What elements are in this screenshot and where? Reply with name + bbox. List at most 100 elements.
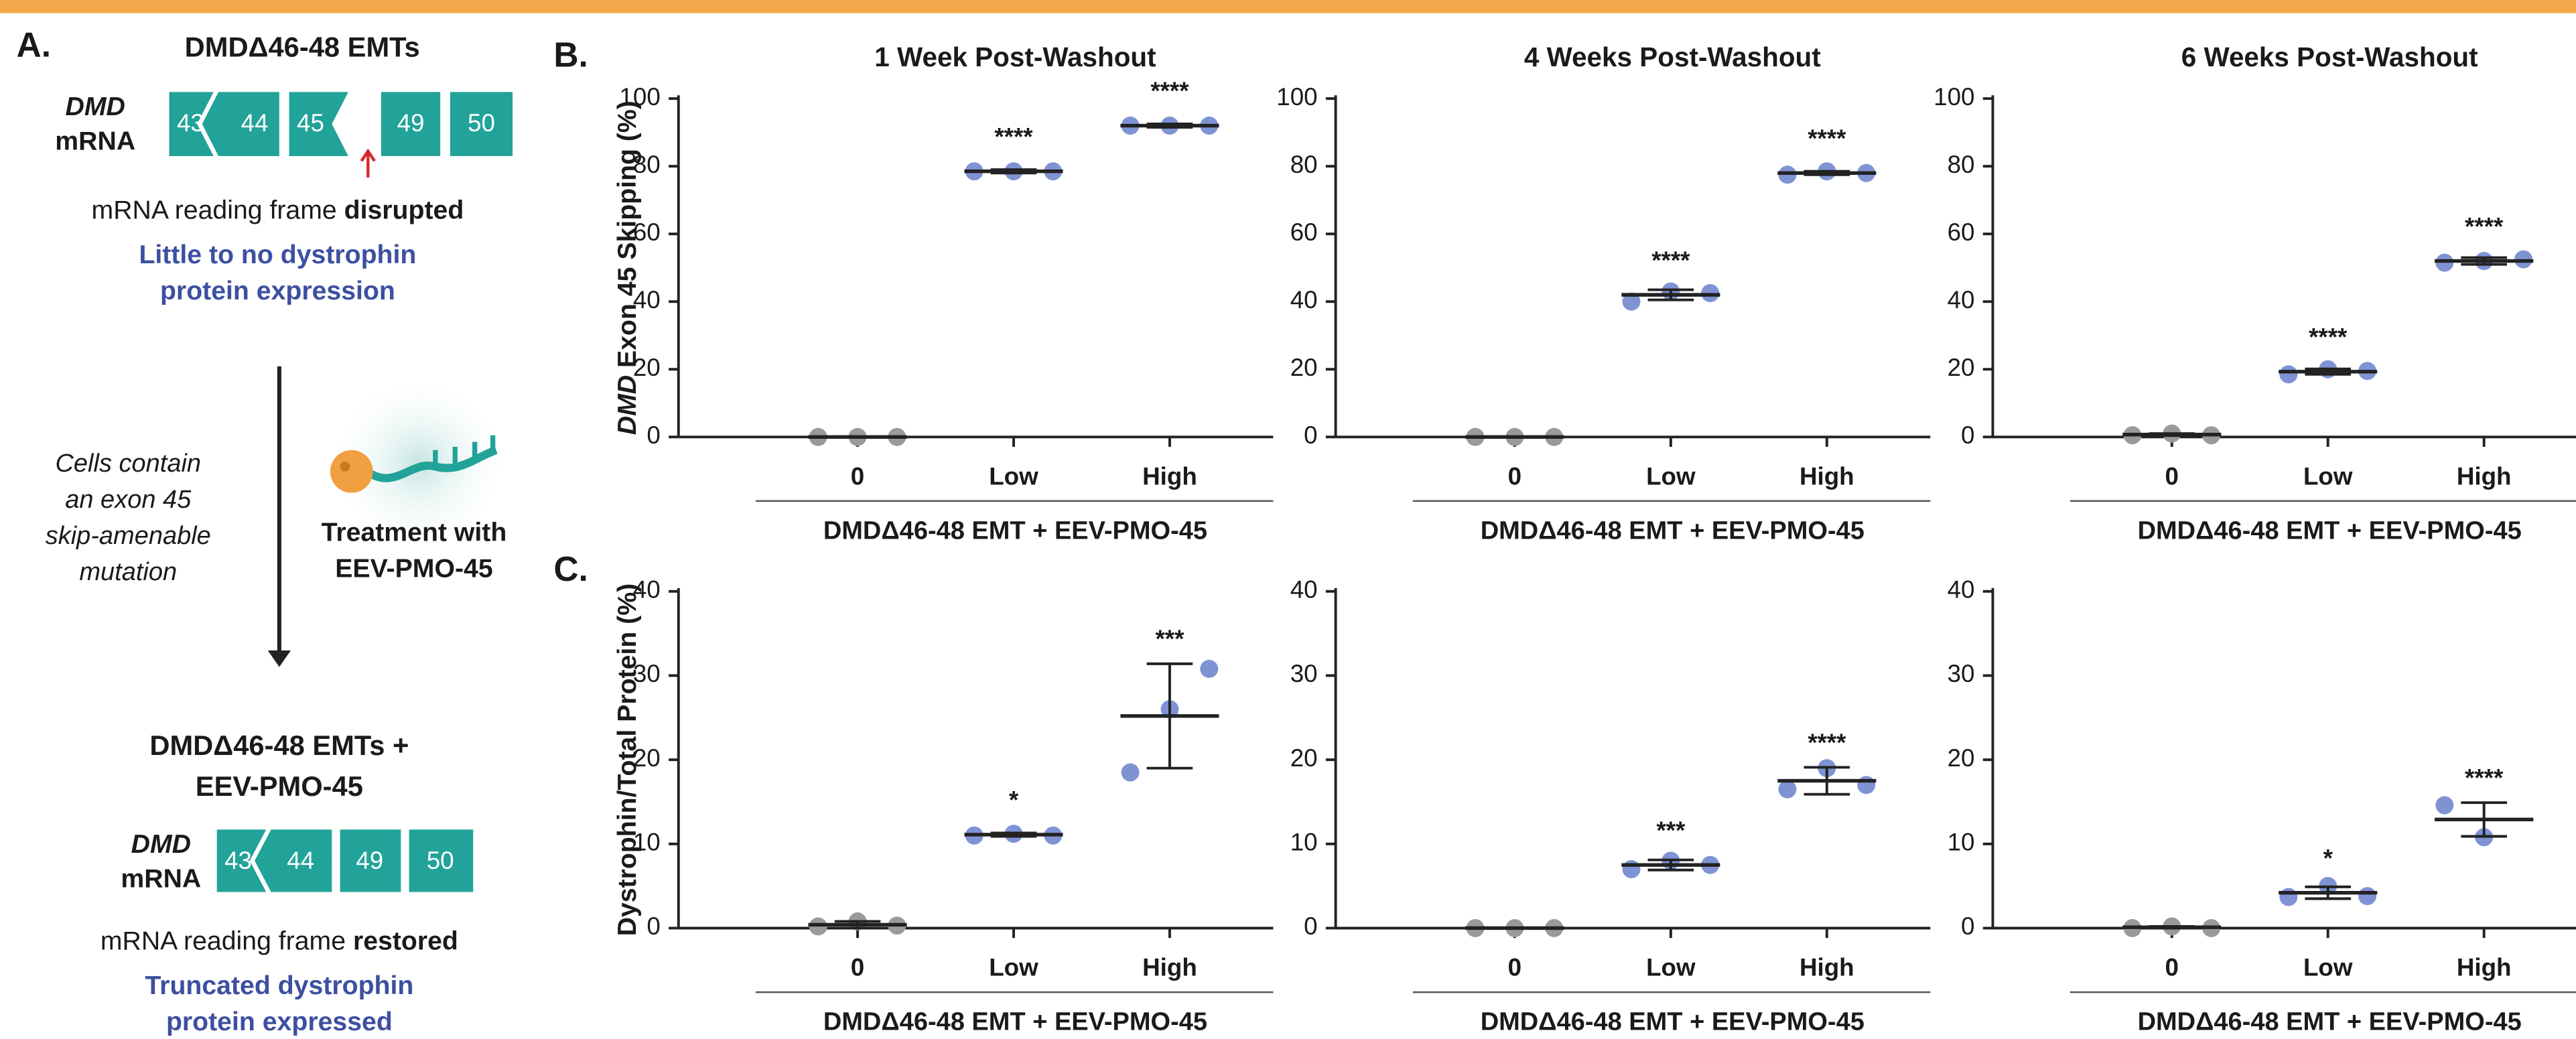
y-tick-label: 20 [1948, 744, 1975, 772]
y-tick-label: 80 [1948, 151, 1975, 178]
exon: 44 [241, 109, 269, 137]
chart-title: 1 Week Post-Washout [874, 42, 1156, 72]
y-tick-label: 40 [1948, 286, 1975, 314]
x-tick-label: High [1800, 462, 1854, 490]
data-point [1121, 763, 1140, 782]
exon: 45 [297, 109, 324, 137]
treatment: Treatment with [322, 517, 507, 547]
frame-text: mRNA reading frame restored [100, 926, 458, 956]
y-tick-label: 0 [1961, 421, 1974, 449]
exon: 49 [356, 847, 383, 874]
outcome: protein expressed [166, 1007, 393, 1036]
x-tick-label: High [1142, 953, 1197, 981]
x-axis-label: DMDΔ46-48 EMT + EEV-PMO-45 [823, 517, 1207, 545]
y-tick-label: 60 [1290, 218, 1318, 246]
exon: 43 [224, 847, 252, 874]
y-tick-label: 30 [633, 660, 661, 687]
x-axis-label: DMDΔ46-48 EMT + EEV-PMO-45 [1481, 517, 1865, 545]
frame: mRNA reading frame [92, 196, 337, 225]
significance: *** [1656, 817, 1686, 844]
y-tick-label: 10 [1948, 829, 1975, 856]
mrna: mRNA [121, 864, 201, 894]
significance: **** [1150, 77, 1189, 105]
y-tick-label: 100 [1276, 83, 1317, 111]
frame-text: mRNA reading frame disrupted [92, 196, 464, 225]
gene: DMD [131, 829, 191, 859]
break-arrow [360, 148, 376, 178]
note: skip-amenable [46, 522, 211, 550]
x-tick-label: 0 [851, 953, 864, 981]
y-tick-label: 30 [1948, 660, 1975, 687]
top-bar [0, 0, 2576, 13]
data-point [1857, 776, 1876, 794]
title: DMDΔ46-48 EMTs + [149, 730, 409, 761]
y-tick-label: 30 [1290, 660, 1318, 687]
y-tick-label: 0 [1304, 912, 1317, 940]
note: mutation [79, 558, 177, 586]
exon: 50 [427, 847, 454, 874]
y-tick-label: 0 [1304, 421, 1317, 449]
data-point [1622, 292, 1641, 311]
frame: mRNA reading frame [100, 926, 346, 956]
y-tick-label: 10 [1290, 829, 1318, 856]
y-tick-label: 20 [1948, 354, 1975, 381]
data-point [2358, 887, 2377, 906]
y-tick-label: 100 [1934, 83, 1974, 111]
significance: **** [2309, 323, 2348, 350]
x-tick-label: 0 [851, 462, 864, 490]
x-tick-label: High [1800, 953, 1854, 981]
x-tick-label: Low [989, 462, 1038, 490]
x-axis-label: DMDΔ46-48 EMT + EEV-PMO-45 [823, 1008, 1207, 1036]
x-tick-label: 0 [2165, 462, 2179, 490]
significance: **** [1808, 125, 1846, 152]
y-tick-label: 40 [1290, 576, 1318, 604]
x-tick-label: High [2457, 462, 2512, 490]
y-tick-label: 40 [633, 286, 661, 314]
y-tick-label: 10 [633, 829, 661, 856]
exon: 44 [287, 847, 314, 874]
y-tick-label: 60 [1948, 218, 1975, 246]
significance: * [2323, 844, 2333, 872]
exon: 43 [177, 109, 204, 137]
data-point [1200, 659, 1219, 678]
y-axis-label: Dystrophin/Total Protein (%) [613, 583, 642, 937]
y-tick-label: 80 [633, 151, 661, 178]
outcome: protein expression [160, 276, 395, 305]
x-tick-label: Low [989, 953, 1038, 981]
frame-state: restored [353, 926, 458, 956]
y-axis-label: DMD Exon 45 Skipping (%) [613, 100, 642, 435]
molecule-icon [328, 372, 510, 554]
x-tick-label: Low [1646, 953, 1696, 981]
x-tick-label: High [1142, 462, 1197, 490]
y-tick-label: 20 [633, 354, 661, 381]
y-tick-label: 40 [1948, 576, 1975, 604]
x-tick-label: 0 [1508, 953, 1521, 981]
y-tick-label: 40 [1290, 286, 1318, 314]
x-tick-label: Low [2303, 462, 2353, 490]
significance: *** [1155, 625, 1184, 652]
chart-title: 6 Weeks Post-Washout [2181, 42, 2478, 72]
y-tick-label: 40 [633, 576, 661, 604]
data-point [1622, 860, 1641, 878]
panel-label: B. [553, 35, 588, 74]
y-axis-label-text: Exon 45 Skipping (%) [613, 100, 642, 368]
exon: 49 [397, 109, 425, 137]
title: DMDΔ46-48 EMTs [185, 31, 420, 63]
mrna: mRNA [55, 127, 135, 156]
significance: **** [2465, 764, 2504, 792]
y-tick-label: 20 [633, 744, 661, 772]
x-tick-label: Low [1646, 462, 1696, 490]
y-tick-label: 20 [1290, 354, 1318, 381]
y-tick-label: 0 [647, 912, 660, 940]
data-point [2279, 888, 2298, 906]
flow-arrow [267, 366, 291, 667]
data-point [1778, 780, 1797, 799]
treatment: EEV-PMO-45 [335, 553, 492, 583]
data-point [2435, 796, 2454, 815]
y-tick-label: 0 [647, 421, 660, 449]
title: EEV-PMO-45 [196, 770, 363, 802]
y-axis-label-text: Dystrophin/Total Protein (%) [613, 583, 642, 937]
y-tick-label: 20 [1290, 744, 1318, 772]
panel-label: A. [17, 25, 52, 64]
